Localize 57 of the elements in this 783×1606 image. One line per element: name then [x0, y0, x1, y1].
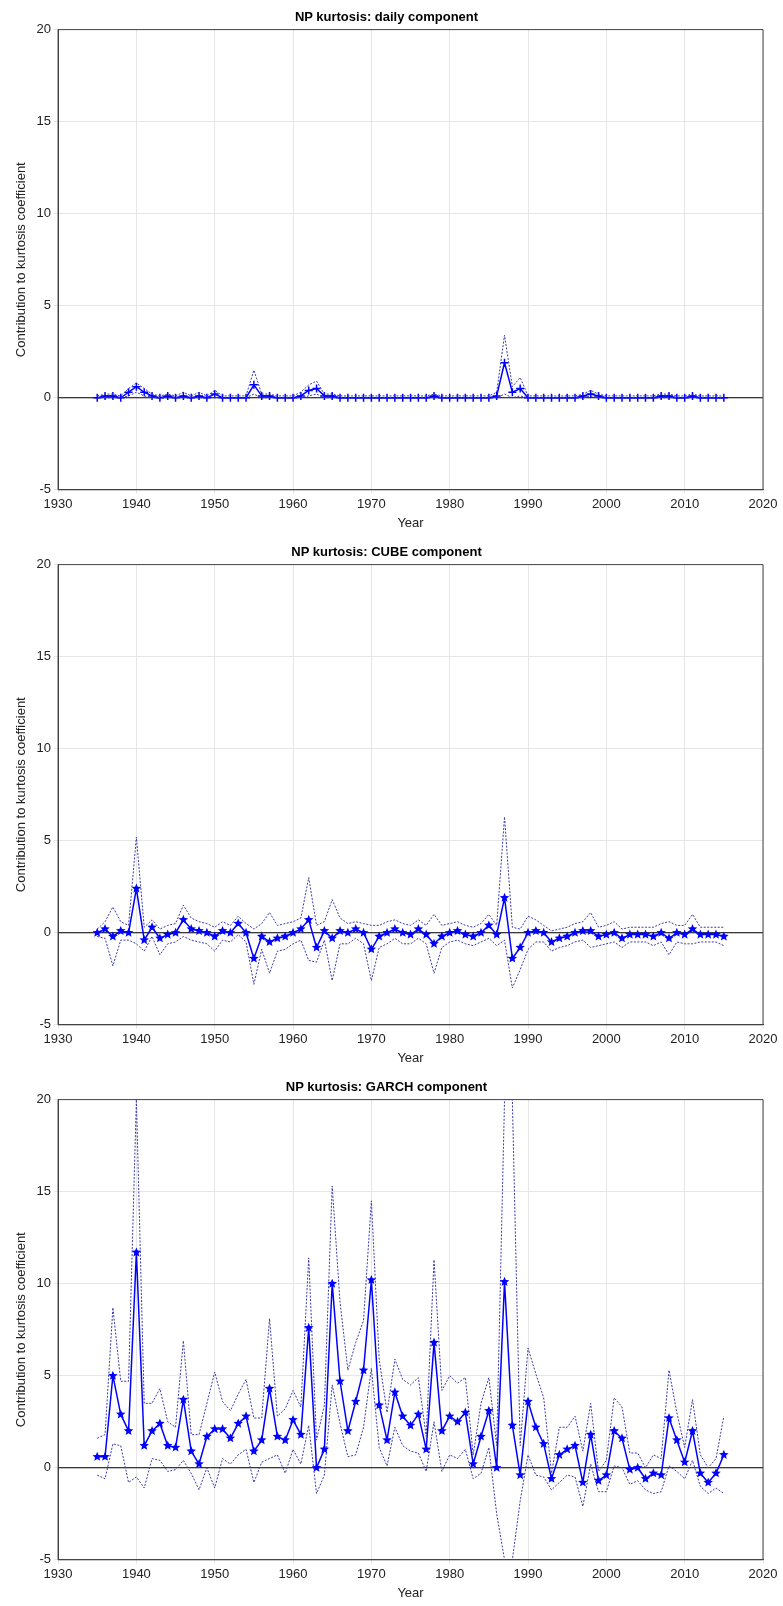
- y-axis-title: Contribution to kurtosis coefficient: [13, 161, 29, 358]
- y-tick-label: 5: [43, 832, 52, 848]
- y-tick-label: 20: [36, 21, 52, 37]
- y-tick-label: 0: [43, 1459, 52, 1475]
- x-tick-label: 1930: [43, 1566, 73, 1582]
- y-tick-label: 15: [36, 113, 52, 129]
- y-tick-label: -5: [39, 1551, 52, 1567]
- y-tick-label: 10: [36, 1275, 52, 1291]
- x-tick-label: 2000: [591, 1031, 621, 1047]
- y-tick-label: 20: [36, 1091, 52, 1107]
- x-tick-label: 1950: [200, 1566, 230, 1582]
- x-tick-label: 1980: [435, 1031, 465, 1047]
- chart-title: NP kurtosis: daily component: [294, 9, 479, 25]
- x-tick-label: 2020: [748, 1566, 778, 1582]
- x-tick-label: 1970: [356, 1031, 386, 1047]
- chart-title: NP kurtosis: GARCH component: [285, 1079, 488, 1095]
- y-tick-label: 15: [36, 648, 52, 664]
- x-tick-label: 2000: [591, 496, 621, 512]
- x-tick-label: 1970: [356, 1566, 386, 1582]
- x-tick-label: 1940: [121, 496, 151, 512]
- x-tick-label: 1960: [278, 1031, 308, 1047]
- x-axis-title: Year: [397, 514, 425, 530]
- x-tick-label: 1960: [278, 496, 308, 512]
- x-tick-label: 2010: [670, 1566, 700, 1582]
- x-tick-label: 1950: [200, 496, 230, 512]
- y-tick-label: 0: [43, 924, 52, 940]
- x-tick-label: 2010: [670, 1031, 700, 1047]
- y-tick-label: -5: [39, 1016, 52, 1032]
- x-tick-label: 1990: [513, 1031, 543, 1047]
- x-tick-label: 1930: [43, 496, 73, 512]
- y-tick-label: -5: [39, 481, 52, 497]
- x-tick-label: 1930: [43, 1031, 73, 1047]
- x-tick-label: 1980: [435, 1566, 465, 1582]
- x-tick-label: 1990: [513, 1566, 543, 1582]
- y-tick-label: 10: [36, 740, 52, 756]
- x-axis-title: Year: [397, 1049, 425, 1065]
- y-tick-label: 5: [43, 1367, 52, 1383]
- x-tick-label: 1980: [435, 496, 465, 512]
- x-tick-label: 2020: [748, 1031, 778, 1047]
- x-tick-label: 1940: [121, 1566, 151, 1582]
- y-tick-label: 15: [36, 1183, 52, 1199]
- y-tick-label: 5: [43, 297, 52, 313]
- x-tick-label: 1960: [278, 1566, 308, 1582]
- y-tick-label: 0: [43, 389, 52, 405]
- x-tick-label: 1970: [356, 496, 386, 512]
- x-tick-label: 2010: [670, 496, 700, 512]
- x-tick-label: 1940: [121, 1031, 151, 1047]
- x-axis-title: Year: [397, 1584, 425, 1600]
- y-tick-label: 20: [36, 556, 52, 572]
- x-tick-label: 2000: [591, 1566, 621, 1582]
- chart-title: NP kurtosis: CUBE component: [291, 544, 483, 560]
- y-axis-title: Contribution to kurtosis coefficient: [13, 1231, 29, 1428]
- y-tick-label: 10: [36, 205, 52, 221]
- y-axis-title: Contribution to kurtosis coefficient: [13, 696, 29, 893]
- x-tick-label: 1990: [513, 496, 543, 512]
- x-tick-label: 2020: [748, 496, 778, 512]
- x-tick-label: 1950: [200, 1031, 230, 1047]
